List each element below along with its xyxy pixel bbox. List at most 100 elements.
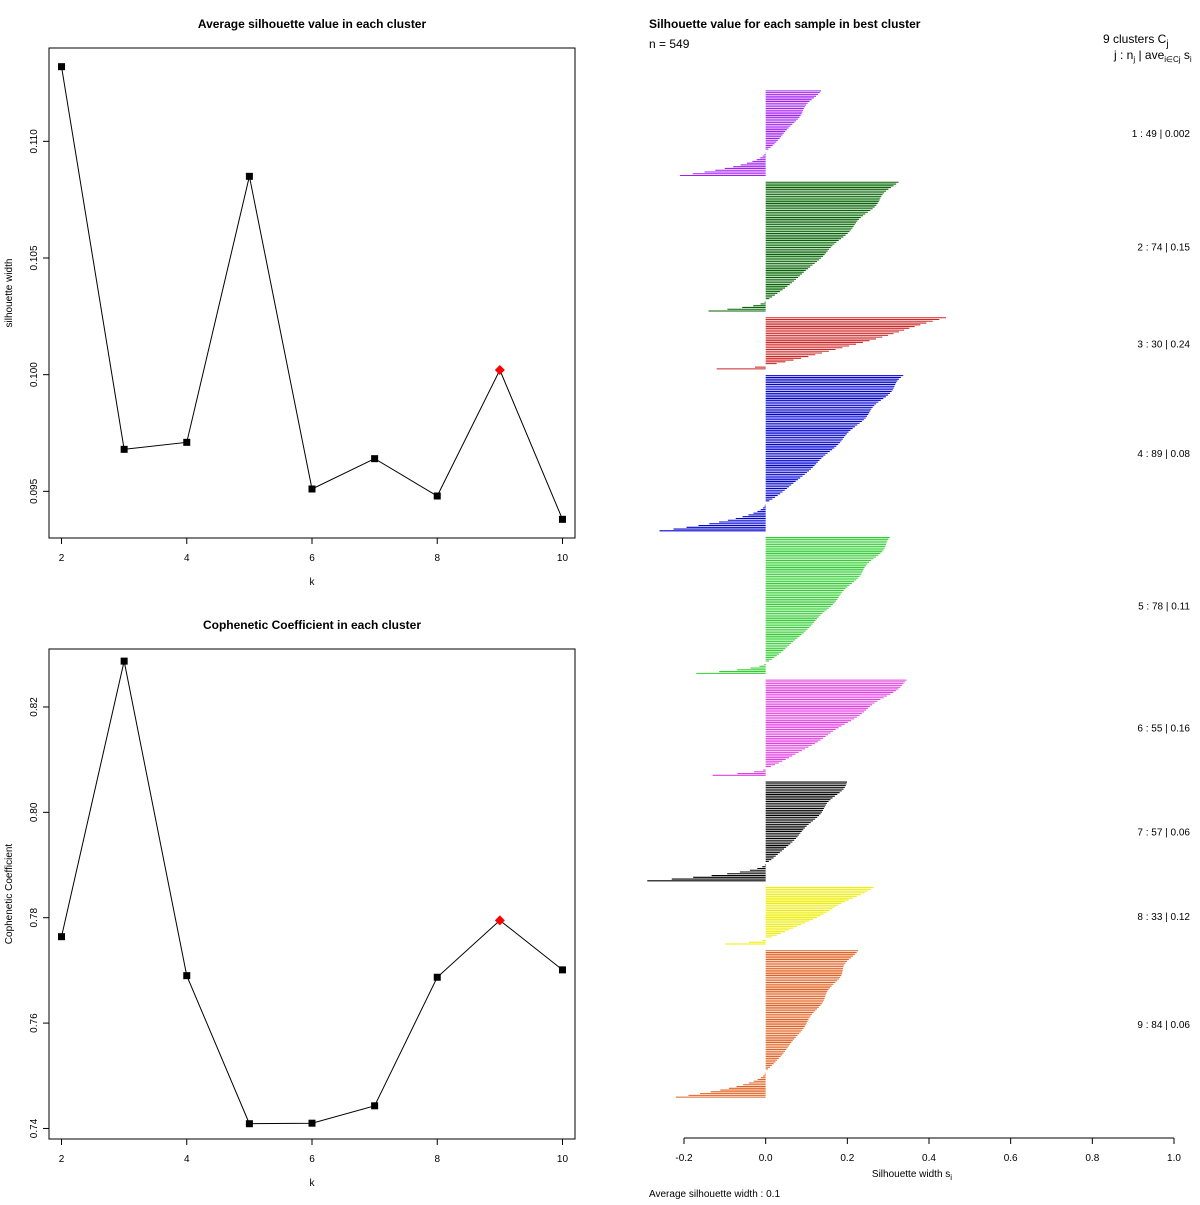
panel2-y-axis: 0.74 0.76 0.78 0.80 0.82: [29, 697, 50, 1138]
panel3-xlabel: Silhouette width si: [872, 1169, 952, 1182]
x-tick-label: 10: [557, 553, 569, 564]
legend-header-c: s: [1181, 48, 1190, 62]
cluster-label: 5 : 78 | 0.11: [1138, 601, 1190, 612]
silhouette-bars-panel: Silhouette value for each sample in best…: [647, 17, 1192, 1200]
legend-title-sub: j: [1165, 39, 1168, 50]
x-tick-label: -0.2: [675, 1153, 693, 1164]
legend-header: j : nj | avei∈Cj si: [1113, 48, 1192, 64]
panel1-series: [58, 63, 566, 523]
x-tick-label: 6: [309, 1154, 315, 1165]
x-tick-label: 0.6: [1004, 1153, 1018, 1164]
y-tick-label: 0.095: [29, 478, 40, 503]
cluster-labels: 1 : 49 | 0.002 2 : 74 | 0.15 3 : 30 | 0.24…: [1132, 129, 1191, 1031]
panel1-frame: [48, 47, 576, 539]
panel3-x-axis: -0.2 0.0 0.2 0.4 0.6 0.8 1.0: [675, 1137, 1181, 1164]
cluster-2-bars: [708, 181, 899, 312]
cluster-7-bars: [647, 781, 847, 882]
data-point: [183, 972, 191, 980]
cluster-8-bars: [724, 887, 874, 945]
y-tick-label: 0.110: [29, 129, 40, 154]
series-line: [61, 661, 563, 1125]
x-tick-label: 6: [309, 553, 315, 564]
y-tick-label: 0.80: [29, 802, 40, 822]
cluster-label: 4 : 89 | 0.08: [1137, 449, 1190, 460]
panel2-x-axis: 2 4 6 8 10: [59, 1138, 569, 1165]
cluster-label: 2 : 74 | 0.15: [1137, 243, 1190, 254]
cluster-label: 6 : 55 | 0.16: [1137, 724, 1190, 735]
x-tick-label: 0.4: [922, 1153, 936, 1164]
data-point: [120, 657, 128, 665]
data-point: [245, 1120, 253, 1128]
sample-count: n = 549: [649, 37, 690, 51]
x-tick-label: 10: [557, 1154, 569, 1165]
cluster-4-bars: [659, 375, 904, 532]
data-point: [371, 1102, 379, 1110]
highlight-point: [494, 365, 505, 375]
data-point: [558, 515, 566, 523]
data-point: [245, 172, 253, 180]
panel1-x-axis: 2 4 6 8 10: [59, 537, 569, 564]
avg-silhouette-footer: Average silhouette width : 0.1: [649, 1189, 780, 1200]
silhouette-panel: Average silhouette value in each cluster…: [4, 17, 576, 588]
panel2-xlabel: k: [310, 1178, 316, 1189]
y-tick-label: 0.105: [29, 245, 40, 270]
legend-header-sub-b: i∈Cj: [1164, 55, 1181, 64]
data-point: [558, 966, 566, 974]
x-tick-label: 8: [434, 1154, 440, 1165]
cluster-label: 9 : 84 | 0.06: [1137, 1020, 1190, 1031]
data-point: [58, 63, 66, 71]
y-tick-label: 0.76: [29, 1013, 40, 1033]
x-tick-label: 4: [184, 1154, 190, 1165]
cluster-9-bars: [675, 950, 858, 1098]
x-tick-label: 2: [59, 553, 65, 564]
panel1-xlabel: k: [310, 577, 316, 588]
x-tick-label: 0.8: [1085, 1153, 1099, 1164]
cluster-6-bars: [712, 679, 907, 776]
panel3-xlabel-text: Silhouette width s: [872, 1169, 950, 1180]
panel1-title: Average silhouette value in each cluster: [198, 17, 427, 31]
cluster-label: 7 : 57 | 0.06: [1137, 827, 1190, 838]
cluster-1-bars: [679, 90, 822, 177]
x-tick-label: 0.2: [840, 1153, 854, 1164]
legend-header-b: | ave: [1135, 48, 1164, 62]
data-point: [371, 455, 379, 463]
highlight-point: [494, 915, 505, 926]
x-tick-label: 4: [184, 553, 190, 564]
panel3-xlabel-sub: i: [950, 1173, 952, 1182]
cluster-3-bars: [716, 317, 946, 370]
y-tick-label: 0.78: [29, 908, 40, 928]
legend-title-text: 9 clusters C: [1103, 32, 1167, 46]
panel2-ylabel: Cophenetic Coefficient: [4, 844, 15, 945]
legend-header-sub-c: i: [1190, 55, 1192, 64]
cluster-label: 3 : 30 | 0.24: [1137, 339, 1190, 350]
data-point: [433, 492, 441, 500]
silhouette-bars: [647, 90, 946, 1098]
panel2-series: [58, 657, 566, 1128]
data-point: [58, 933, 66, 941]
data-point: [120, 445, 128, 453]
x-tick-label: 8: [434, 553, 440, 564]
panel2-frame: [48, 648, 576, 1140]
data-point: [433, 973, 441, 981]
data-point: [308, 485, 316, 493]
cluster-label: 8 : 33 | 0.12: [1137, 912, 1190, 923]
legend-header-a: j : n: [1113, 48, 1133, 62]
panel3-title: Silhouette value for each sample in best…: [649, 17, 921, 31]
legend-title: 9 clusters Cj: [1103, 32, 1169, 50]
series-line: [61, 66, 563, 520]
data-point: [308, 1119, 316, 1127]
legend-header-sub-a: j: [1132, 55, 1135, 64]
cluster-label: 1 : 49 | 0.002: [1132, 129, 1191, 140]
x-tick-label: 1.0: [1167, 1153, 1181, 1164]
cluster-5-bars: [696, 537, 890, 674]
y-tick-label: 0.100: [29, 362, 40, 387]
panel1-y-axis: 0.095 0.100 0.105 0.110: [29, 129, 50, 504]
panel1-ylabel: silhouette width: [4, 259, 15, 328]
panel2-title: Cophenetic Coefficient in each cluster: [203, 618, 421, 632]
y-tick-label: 0.74: [29, 1118, 40, 1138]
x-tick-label: 0.0: [759, 1153, 773, 1164]
x-tick-label: 2: [59, 1154, 65, 1165]
cophenetic-panel: Cophenetic Coefficient in each cluster 2…: [4, 618, 576, 1189]
